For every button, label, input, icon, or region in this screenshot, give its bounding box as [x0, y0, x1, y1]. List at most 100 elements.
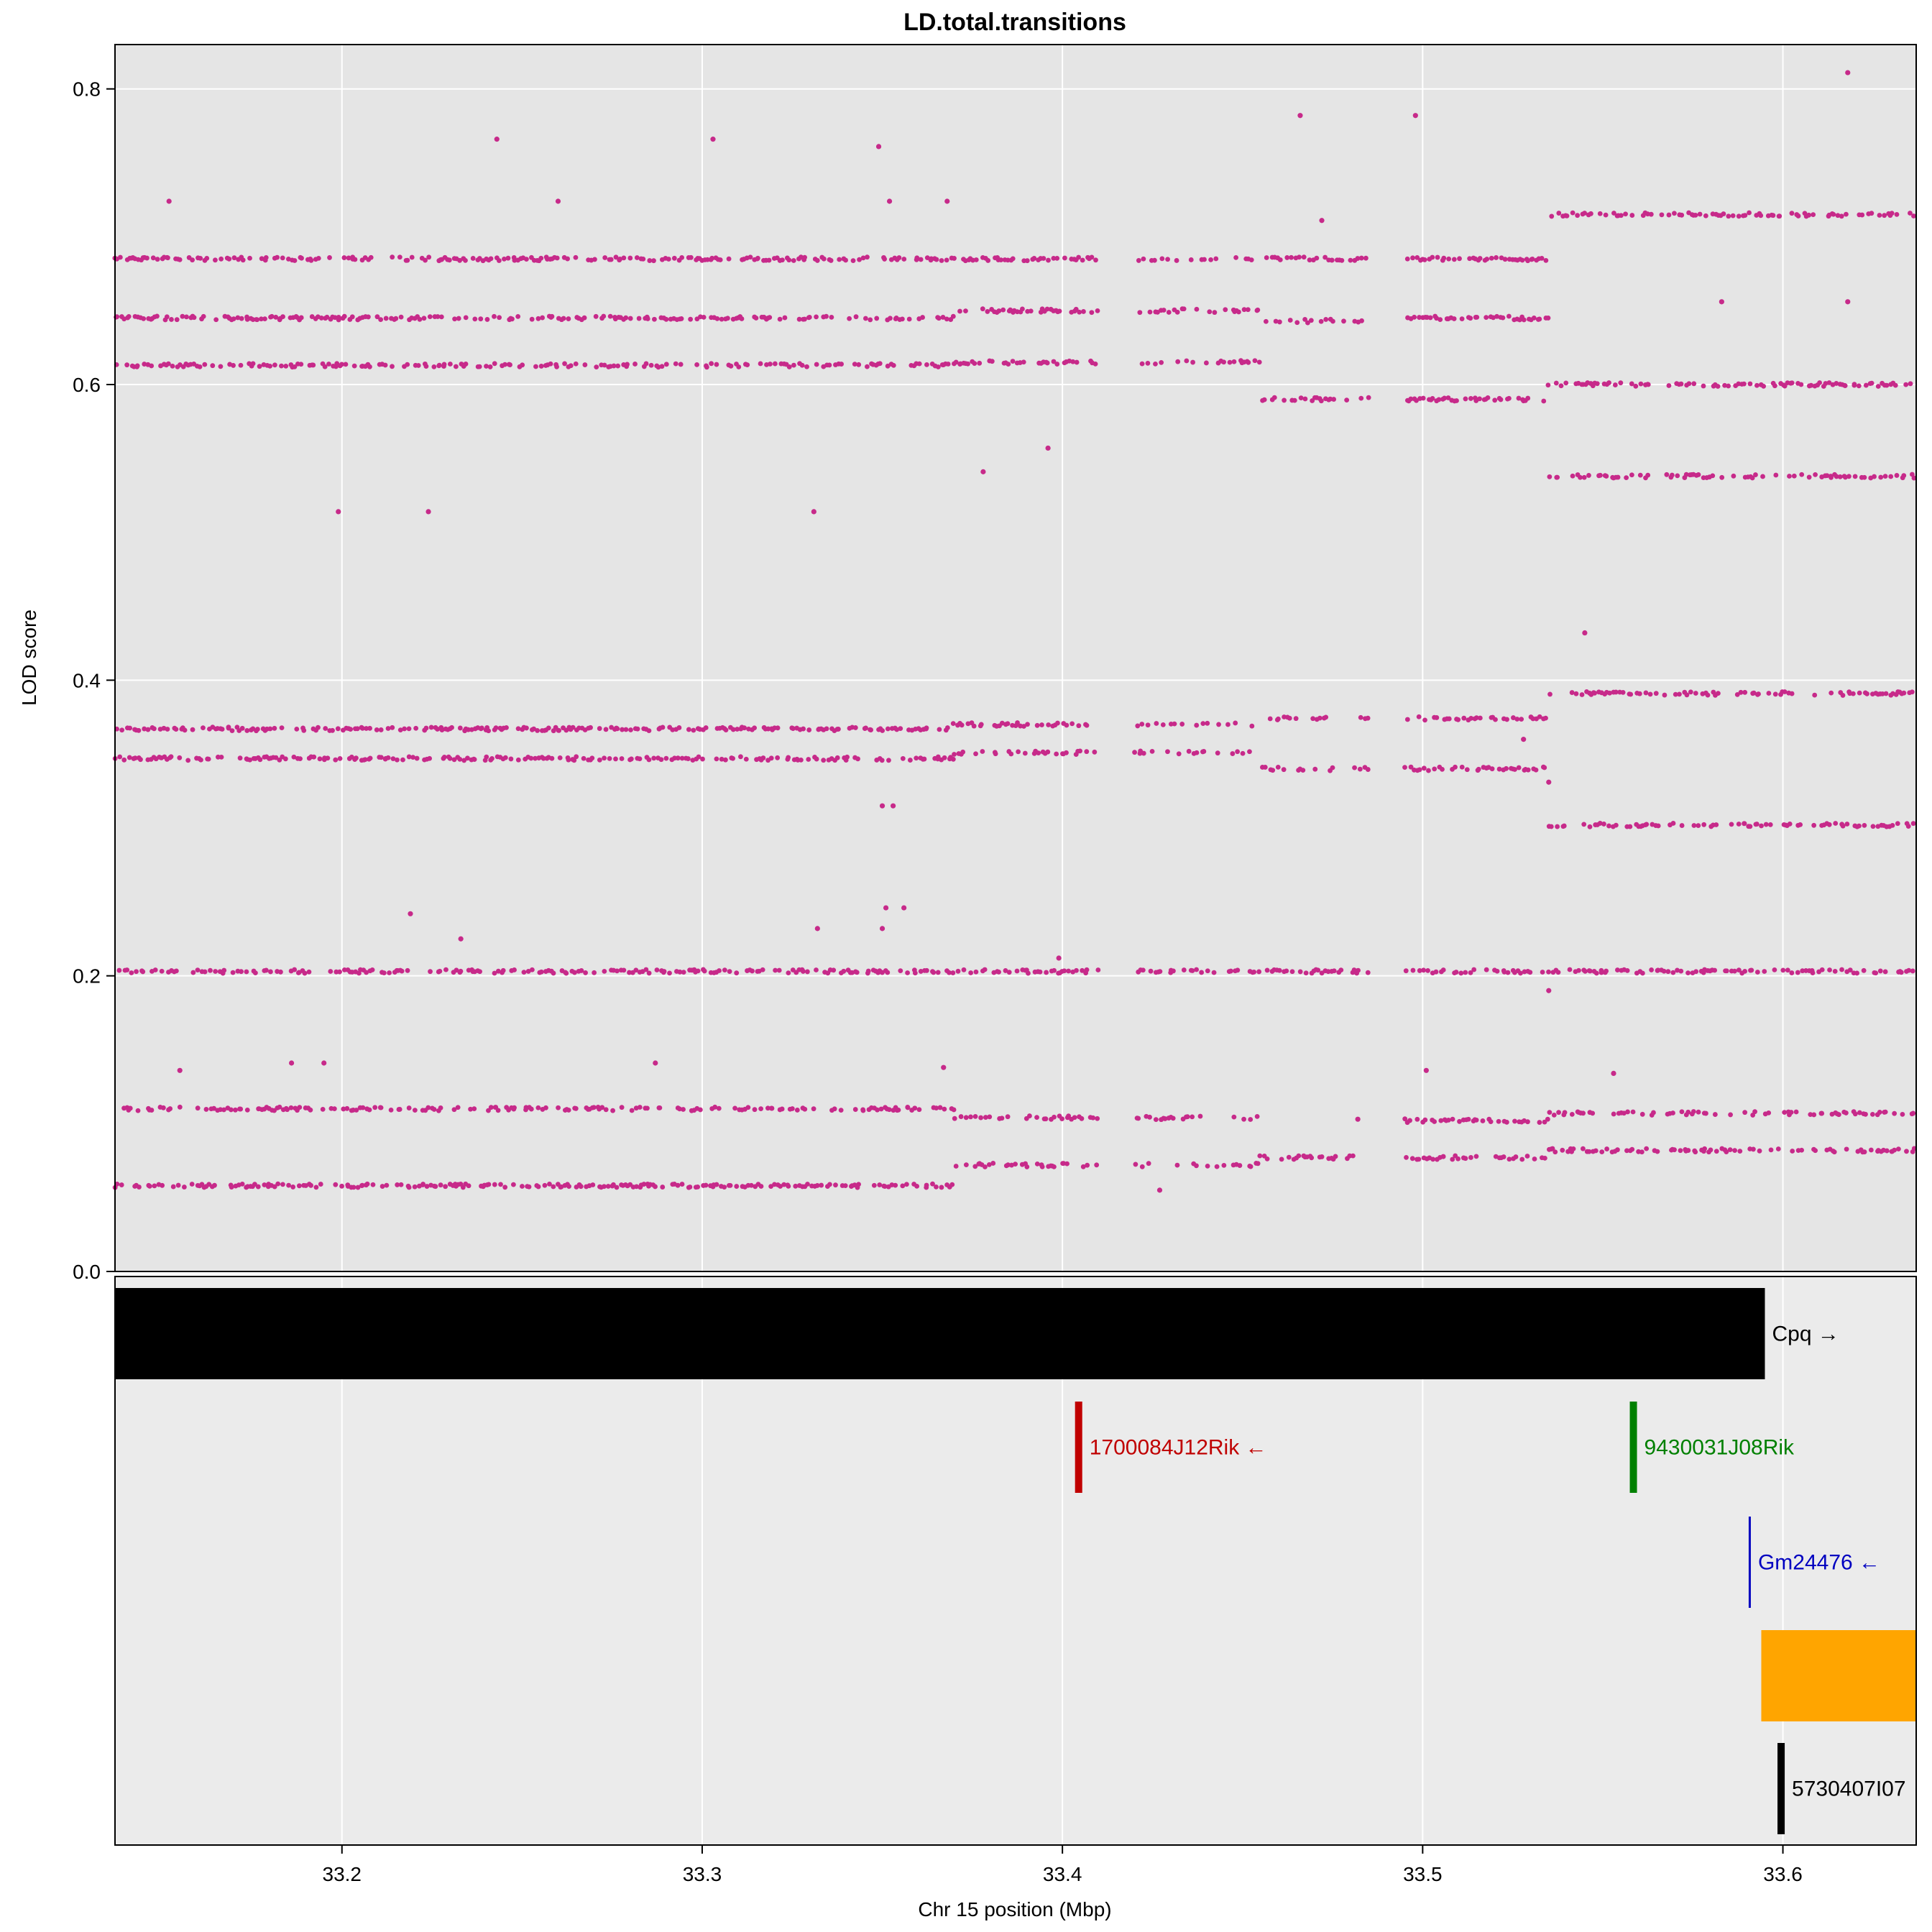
y-tick-label: 0.0	[73, 1261, 101, 1283]
lod-point	[1512, 767, 1517, 772]
lod-point	[1587, 824, 1593, 829]
lod-point	[1484, 967, 1489, 972]
lod-point	[428, 724, 434, 730]
lod-point	[1840, 693, 1846, 698]
lod-point	[1454, 398, 1459, 403]
lod-point	[1824, 473, 1830, 479]
lod-point	[1233, 720, 1238, 726]
lod-point	[1329, 257, 1335, 263]
lod-point	[212, 1182, 217, 1188]
lod-point	[1248, 257, 1254, 263]
lod-point	[736, 364, 742, 369]
lod-point	[1445, 1117, 1451, 1123]
lod-point	[390, 364, 395, 369]
lod-point	[145, 727, 151, 732]
lod-point	[318, 1182, 323, 1187]
lod-point	[1908, 211, 1913, 216]
lod-point	[415, 363, 421, 368]
lod-point	[1594, 381, 1600, 387]
lod-point	[776, 967, 782, 973]
lod-point	[1904, 1149, 1909, 1154]
lod-point	[1726, 383, 1731, 389]
lod-point	[504, 724, 509, 730]
lod-point	[152, 726, 157, 732]
lod-point	[405, 362, 410, 367]
lod-point	[420, 1182, 426, 1187]
lod-point	[1847, 967, 1853, 972]
lod-point	[819, 1182, 824, 1188]
lod-point	[1146, 1161, 1151, 1167]
lod-point	[177, 1067, 183, 1073]
lod-point	[484, 317, 490, 322]
lod-point	[620, 727, 625, 732]
lod-point	[388, 1108, 394, 1113]
lod-point	[841, 968, 847, 974]
lod-point	[710, 137, 716, 142]
lod-point	[263, 255, 269, 260]
lod-point	[382, 362, 388, 368]
lod-point	[288, 1105, 294, 1110]
lod-point	[1837, 474, 1843, 479]
lod-point	[1303, 970, 1309, 976]
lod-point	[1165, 749, 1170, 755]
x-axis-ticks: 33.2 33.3 33.4 33.5 33.6	[323, 1845, 1803, 1885]
lod-point	[602, 362, 607, 368]
lod-point	[1252, 358, 1258, 364]
lod-point	[831, 967, 837, 973]
lod-point	[1504, 765, 1509, 771]
lod-point	[458, 936, 464, 942]
lod-point	[1331, 968, 1337, 974]
lod-point	[1811, 822, 1817, 828]
lod-point	[1417, 968, 1422, 973]
lod-point	[716, 1105, 722, 1111]
lod-point	[1312, 766, 1318, 772]
lod-point	[1410, 255, 1415, 261]
lod-point	[883, 905, 889, 911]
lod-point	[667, 970, 672, 976]
lod-point	[381, 970, 387, 975]
lod-point	[351, 1184, 356, 1190]
lod-point	[589, 755, 595, 761]
lod-point	[1432, 766, 1438, 772]
lod-point	[1787, 474, 1792, 479]
lod-point	[399, 968, 405, 974]
lod-point	[1020, 306, 1025, 312]
lod-point	[478, 316, 484, 322]
lod-point	[426, 1105, 431, 1110]
lod-point	[397, 727, 403, 733]
lod-point	[1322, 254, 1328, 260]
lod-point	[734, 1184, 740, 1189]
lod-point	[1055, 720, 1060, 726]
lod-point	[1628, 691, 1634, 697]
lod-point	[218, 754, 224, 760]
lod-point	[233, 1107, 238, 1113]
lod-point	[983, 1115, 988, 1120]
lod-point	[916, 361, 922, 367]
lod-point	[197, 364, 203, 369]
lod-point	[980, 749, 985, 754]
lod-point	[282, 756, 288, 762]
lod-point	[972, 1164, 978, 1169]
lod-point	[924, 362, 929, 367]
lod-point	[722, 967, 727, 972]
lod-point	[170, 363, 175, 369]
lod-point	[1440, 967, 1446, 972]
lod-point	[879, 926, 886, 932]
lod-point	[1453, 970, 1459, 975]
lod-point	[1410, 967, 1416, 973]
lod-point	[615, 363, 621, 369]
lod-point	[758, 361, 763, 367]
lod-point	[1542, 1155, 1547, 1161]
lod-point	[1599, 1149, 1605, 1155]
lod-point	[1473, 1154, 1479, 1159]
lod-point	[1530, 256, 1535, 262]
lod-point	[1753, 472, 1758, 477]
gene-label: 5730407I07	[1792, 1777, 1906, 1801]
lod-point	[320, 1106, 326, 1112]
gene-features: Cpq →1700084J12Rik ← 9430031J08RikGm24476…	[115, 1288, 1916, 1834]
lod-point	[529, 967, 535, 972]
lod-point	[1003, 968, 1008, 973]
lod-point	[1314, 255, 1320, 261]
lod-point	[167, 1106, 173, 1111]
lod-point	[1900, 1111, 1905, 1117]
